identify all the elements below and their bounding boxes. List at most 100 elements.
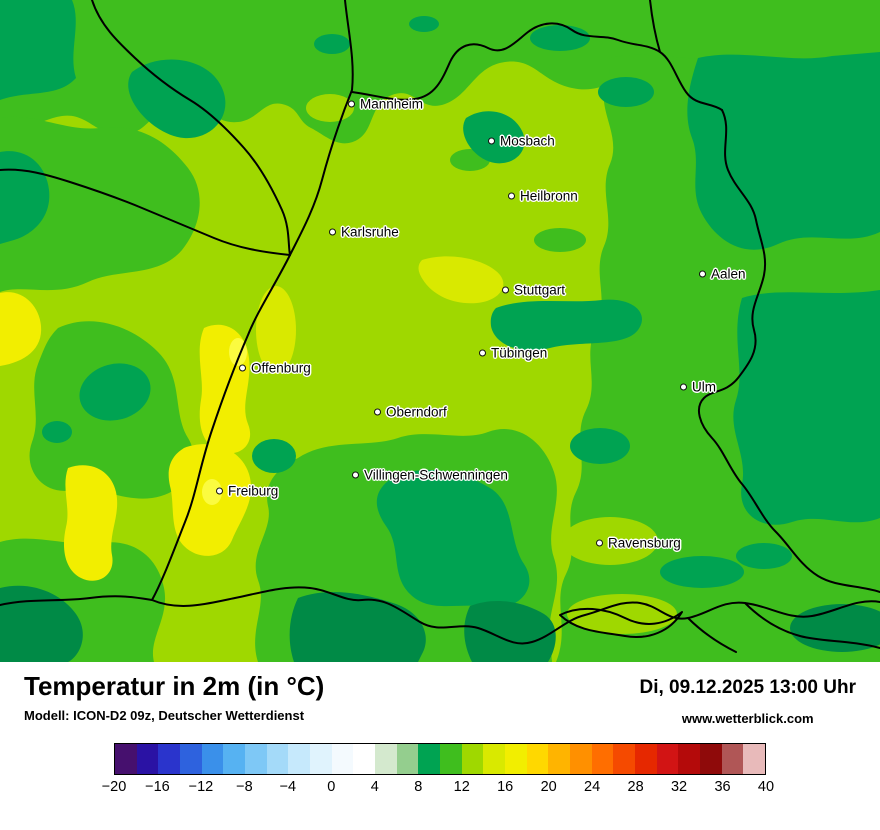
colorbar	[114, 743, 766, 775]
city-dot	[508, 192, 515, 200]
city-marker: Heilbronn	[508, 189, 578, 204]
city-dot	[352, 471, 359, 479]
city-dot	[329, 228, 336, 236]
colorbar-tick-label: 40	[757, 779, 775, 795]
colorbar-cell	[591, 744, 614, 774]
top-right-border	[649, 0, 661, 53]
model-info: Modell: ICON-D2 09z, Deutscher Wetterdie…	[24, 707, 305, 723]
colorbar-tick-label: 20	[540, 779, 557, 795]
colorbar-cell	[548, 744, 571, 774]
colorbar-tick-label: 0	[327, 779, 336, 795]
colorbar-cell	[266, 744, 289, 774]
city-marker: Oberndorf	[374, 405, 447, 420]
city-label: Mosbach	[500, 133, 555, 149]
city-marker: Freiburg	[216, 484, 278, 499]
colorbar-tick-label: 32	[670, 779, 688, 795]
city-marker: Aalen	[699, 267, 746, 282]
colorbar-cell	[721, 744, 744, 774]
city-label: Stuttgart	[514, 282, 566, 298]
bodensee-outline	[559, 607, 683, 638]
colorbar-cell	[288, 744, 311, 774]
city-dot	[479, 349, 486, 357]
city-label: Villingen-Schwenningen	[364, 467, 508, 483]
city-dot	[488, 137, 495, 145]
city-label: Karlsruhe	[341, 224, 399, 240]
southeast-border-b	[687, 617, 737, 653]
colorbar-cell	[418, 744, 441, 774]
colorbar-tick-label: 36	[714, 779, 731, 795]
colorbar-cell	[180, 744, 202, 774]
city-dot	[374, 408, 381, 416]
northwest-border-a	[91, 0, 291, 256]
city-marker: Karlsruhe	[329, 225, 399, 240]
border-lines	[0, 0, 880, 653]
colorbar-cell	[613, 744, 636, 774]
colorbar-cell	[223, 744, 246, 774]
city-label: Tübingen	[491, 345, 548, 361]
valid-datetime: Di, 09.12.2025 13:00 Uhr	[639, 677, 856, 698]
colorbar-tick-label: 28	[627, 779, 644, 795]
colorbar-tick-label: −12	[188, 779, 214, 795]
north-border	[351, 22, 723, 111]
colorbar-cell	[245, 744, 267, 774]
colorbar-cell	[201, 744, 224, 774]
city-marker: Ravensburg	[596, 536, 681, 551]
city-marker: Tübingen	[479, 346, 547, 361]
colorbar-tick-label: 12	[453, 779, 470, 795]
colorbar-ticks: −20 −16 −12 −8 −4 0 4 8 12 16 20 24 28 32 36 40	[102, 779, 774, 799]
colorbar-cell	[375, 744, 397, 774]
colorbar-cell	[570, 744, 592, 774]
colorbar-tick-label: −16	[145, 779, 170, 795]
city-marker: Stuttgart	[502, 283, 565, 298]
legend-right-column: Di, 09.12.2025 13:00 Uhr www.wetterblick…	[639, 677, 856, 726]
website-link[interactable]: www.wetterblick.com	[681, 711, 814, 726]
colorbar-tick-label: −8	[236, 779, 253, 795]
city-marker: Mannheim	[348, 97, 423, 112]
colorbar-cell	[505, 744, 527, 774]
temperature-map: Mannheim Mosbach Heilbronn Karlsruhe Aalen St…	[0, 0, 880, 662]
colorbar-cell	[526, 744, 549, 774]
city-dot	[699, 270, 706, 278]
city-dot	[216, 487, 223, 495]
northwest-border-b	[0, 168, 291, 256]
city-marker: Villingen-Schwenningen	[352, 468, 508, 483]
legend-left-column: Temperatur in 2m (in °C) Modell: ICON-D2…	[24, 672, 324, 723]
city-dot	[502, 286, 509, 294]
city-dot	[348, 100, 355, 108]
colorbar-cell	[483, 744, 506, 774]
colorbar-cell	[396, 744, 419, 774]
colorbar-cell	[115, 744, 137, 774]
map-title: Temperatur in 2m (in °C)	[24, 671, 325, 701]
colorbar-cell	[743, 744, 766, 774]
city-label: Heilbronn	[520, 188, 578, 204]
colorbar-cell	[310, 744, 332, 774]
colorbar-cell	[461, 744, 484, 774]
colorbar-cell	[158, 744, 181, 774]
city-marker: Mosbach	[488, 134, 555, 149]
colorbar-cell	[136, 744, 159, 774]
city-dot	[680, 383, 687, 391]
colorbar-tick-label: 24	[584, 779, 601, 795]
colorbar-cell	[353, 744, 376, 774]
colorbar-tick-label: −20	[101, 779, 127, 795]
temperature-field-blobs	[0, 0, 880, 662]
city-marker: Ulm	[680, 380, 716, 395]
city-marker: Offenburg	[239, 361, 311, 376]
legend-footer: Temperatur in 2m (in °C) Modell: ICON-D2…	[0, 662, 880, 830]
colorbar-cell	[440, 744, 462, 774]
colorbar-cell	[656, 744, 679, 774]
colorbar-cell	[635, 744, 657, 774]
temperature-map-svg	[0, 0, 880, 662]
colorbar-tick-label: 4	[370, 779, 379, 795]
colorbar-tick-label: −4	[279, 779, 297, 795]
city-label: Aalen	[711, 266, 746, 282]
city-label: Ravensburg	[608, 535, 681, 551]
city-label: Oberndorf	[386, 404, 447, 420]
colorbar-tick-label: 8	[414, 779, 423, 795]
city-label: Freiburg	[228, 483, 279, 499]
southeast-border-a	[744, 602, 880, 649]
legend-text-row: Temperatur in 2m (in °C) Modell: ICON-D2…	[0, 662, 880, 726]
colorbar-cell	[678, 744, 701, 774]
colorbar-cell	[700, 744, 722, 774]
